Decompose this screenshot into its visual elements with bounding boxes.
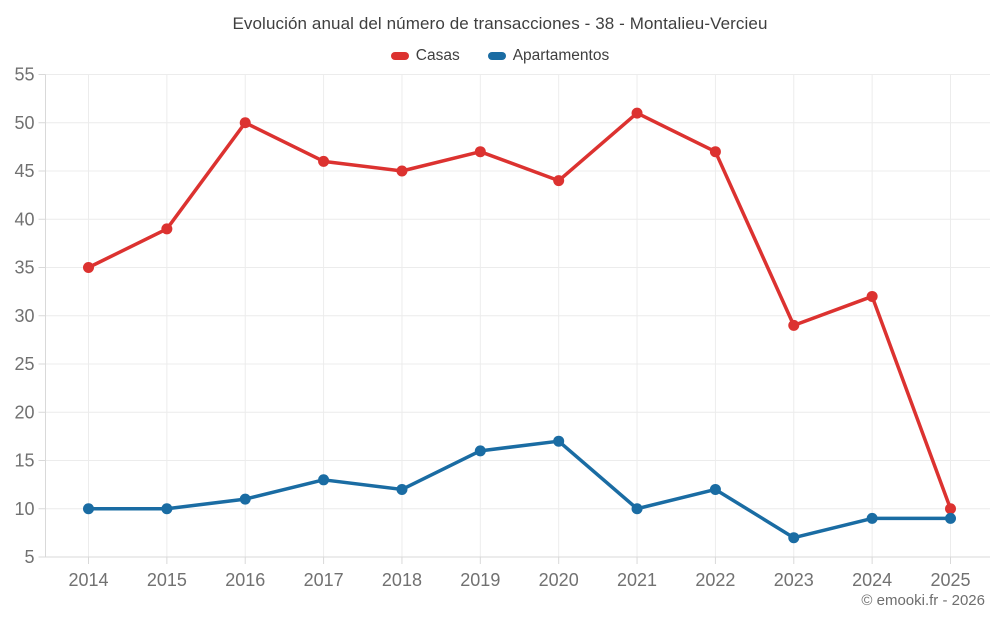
casas-point-2021 xyxy=(631,107,643,119)
apartamentos-point-2024 xyxy=(866,512,878,524)
y-tick-label: 30 xyxy=(14,306,34,326)
legend: Casas Apartamentos xyxy=(0,46,1000,66)
apartamentos-point-2014 xyxy=(83,503,94,515)
y-tick-label: 40 xyxy=(14,209,34,229)
casas-point-2020 xyxy=(553,175,565,187)
apartamentos-point-2020 xyxy=(553,435,565,447)
y-tick-label: 25 xyxy=(14,354,34,374)
y-tick-label: 5 xyxy=(24,547,34,567)
casas-line xyxy=(86,111,953,511)
apartamentos-point-2022 xyxy=(709,483,721,495)
axes xyxy=(45,74,990,558)
casas-point-2015 xyxy=(161,223,173,235)
apartamentos-point-2019 xyxy=(474,445,486,457)
x-tick-label: 2025 xyxy=(930,570,970,590)
x-tick-label: 2019 xyxy=(460,570,500,590)
casas-series-swatch-icon xyxy=(390,52,409,60)
casas-point-2025 xyxy=(945,503,956,515)
legend-label-apartamentos: Apartamentos xyxy=(512,47,610,64)
copyright-text: © emooki.fr - 2026 xyxy=(861,592,985,609)
gridlines xyxy=(45,74,990,558)
casas-point-2017 xyxy=(318,155,330,167)
y-tick-label: 55 xyxy=(14,65,34,85)
casas-point-2014 xyxy=(83,262,94,273)
apartamentos-point-2021 xyxy=(631,503,643,515)
casas-point-2018 xyxy=(396,165,408,177)
apartamentos-point-2025 xyxy=(945,512,956,524)
x-tick-label: 2018 xyxy=(382,570,422,590)
y-tick-label: 50 xyxy=(14,113,34,133)
apartamentos-line xyxy=(86,439,953,540)
apartamentos-point-2017 xyxy=(318,474,330,486)
x-tick-label: 2016 xyxy=(225,570,265,590)
legend-item-apartamentos[interactable]: Apartamentos xyxy=(487,47,610,65)
y-tick-label: 10 xyxy=(14,499,34,519)
x-tick-label: 2020 xyxy=(539,570,579,590)
casas-point-2023 xyxy=(788,319,800,331)
x-tick-label: 2017 xyxy=(304,570,344,590)
x-tick-label: 2023 xyxy=(774,570,814,590)
y-tick-label: 15 xyxy=(14,451,34,471)
apartamentos-point-2023 xyxy=(788,532,800,544)
series-apartamentos xyxy=(83,435,956,544)
x-tick-label: 2021 xyxy=(617,570,657,590)
x-tick-label: 2014 xyxy=(68,570,108,590)
y-tick-label: 35 xyxy=(14,258,34,278)
casas-point-2016 xyxy=(239,117,251,129)
casas-point-2024 xyxy=(866,290,878,302)
y-tick-label: 20 xyxy=(14,402,34,422)
apartamentos-point-2015 xyxy=(161,503,173,515)
apartamentos-series-swatch-icon xyxy=(487,52,506,60)
x-tick-label: 2015 xyxy=(147,570,187,590)
apartamentos-point-2018 xyxy=(396,483,408,495)
legend-label-casas: Casas xyxy=(415,47,460,64)
casas-point-2019 xyxy=(474,146,486,158)
casas-point-2022 xyxy=(709,146,721,158)
legend-item-casas[interactable]: Casas xyxy=(390,47,460,65)
x-tick-label: 2022 xyxy=(695,570,735,590)
x-tick-label: 2024 xyxy=(852,570,892,590)
y-tick-label: 45 xyxy=(14,161,34,181)
chart-title: Evolución anual del número de transaccio… xyxy=(232,14,768,33)
series-casas xyxy=(83,107,956,515)
apartamentos-point-2016 xyxy=(239,493,251,505)
